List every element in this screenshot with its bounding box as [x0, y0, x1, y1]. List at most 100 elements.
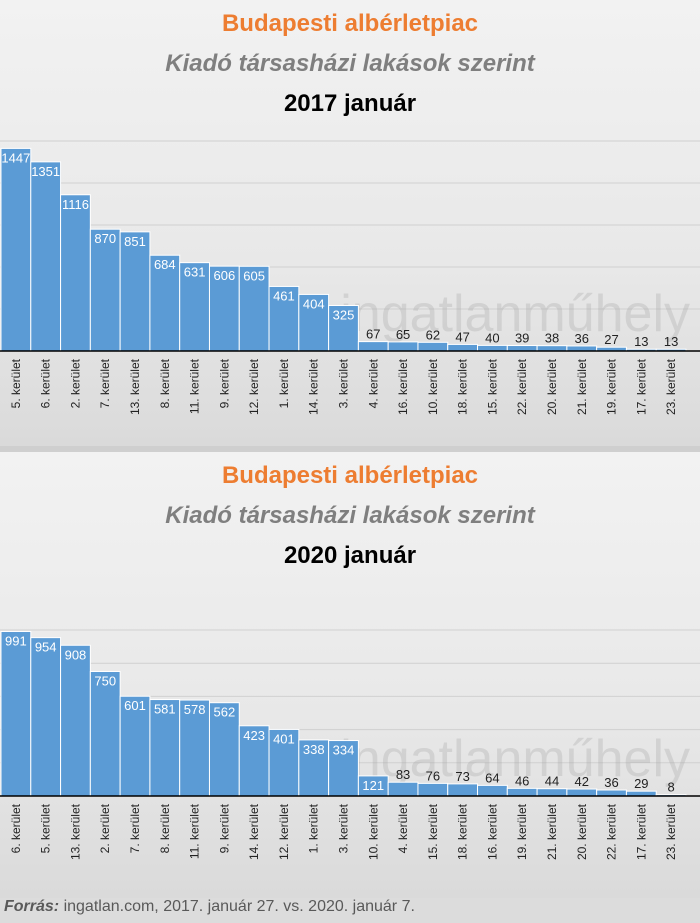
bar [506, 345, 538, 352]
category-label: 10. kerület [366, 803, 380, 860]
category-label: 20. kerület [545, 358, 559, 415]
data-label: 36 [575, 331, 589, 346]
category-label: 22. kerület [515, 358, 529, 415]
data-label: 40 [485, 330, 499, 345]
data-label: 562 [214, 705, 236, 720]
category-label: 8. kerület [158, 358, 172, 408]
data-label: 8 [667, 780, 674, 795]
panel-divider [0, 446, 700, 452]
bar [0, 147, 32, 352]
data-label: 991 [5, 633, 27, 648]
category-label: 18. kerület [456, 803, 470, 860]
data-label: 870 [94, 231, 116, 246]
watermark-text: ingatlanműhely [340, 730, 690, 788]
data-label: 73 [455, 769, 469, 784]
data-label: 401 [273, 731, 295, 746]
bar [477, 784, 508, 797]
data-label: 954 [35, 640, 57, 655]
bar [30, 161, 62, 352]
category-label: 15. kerület [485, 358, 499, 415]
chart-title: Budapesti albérletpiac [221, 462, 479, 489]
bar-chart-2020: ingatlanműhely 991 6. kerület 954 5. kerület… [0, 629, 700, 860]
data-label: 83 [396, 767, 410, 782]
bar [447, 783, 479, 797]
category-label: 1. kerület [307, 803, 321, 853]
data-label: 606 [214, 268, 236, 283]
category-label: 19. kerület [605, 358, 619, 415]
bar [298, 293, 330, 352]
chart-subtitle: Kiadó társasházi lakások szerint [165, 50, 535, 77]
chart-period: 2020 január [283, 542, 417, 569]
data-label: 684 [154, 257, 176, 272]
bar-chart-2017: ingatlanműhely 1447 5. kerület 1351 6. kerül… [0, 140, 700, 415]
category-label: 22. kerület [605, 803, 619, 860]
category-label: 23. kerület [664, 803, 678, 860]
data-label: 42 [575, 774, 589, 789]
category-label: 6. kerület [9, 803, 23, 853]
data-label: 65 [396, 327, 410, 342]
data-label: 1351 [31, 164, 60, 179]
data-label: 38 [545, 331, 559, 346]
category-label: 16. kerület [396, 358, 410, 415]
bar [566, 345, 598, 352]
bar [60, 644, 91, 797]
watermark-text: ingatlanműhely [340, 285, 690, 343]
source-text: ingatlan.com, 2017. január 27. vs. 2020.… [63, 898, 415, 915]
category-label: 10. kerület [426, 358, 440, 415]
category-label: 14. kerület [247, 803, 261, 860]
category-label: 7. kerület [98, 358, 112, 408]
category-label: 8. kerület [158, 803, 172, 853]
category-label: 5. kerület [39, 803, 53, 853]
bar [60, 194, 91, 352]
category-label: 4. kerület [396, 803, 410, 853]
category-label: 6. kerület [39, 358, 53, 408]
category-label: 1. kerület [277, 358, 291, 408]
category-label: 15. kerület [426, 803, 440, 860]
category-label: 12. kerület [247, 358, 261, 415]
bar [149, 699, 181, 797]
category-label: 23. kerület [664, 358, 678, 415]
bar [477, 344, 508, 352]
data-label: 64 [485, 770, 499, 785]
bar [357, 341, 389, 352]
category-label: 11. kerület [188, 803, 202, 859]
data-label: 325 [333, 308, 355, 323]
category-label: 11. kerület [188, 358, 202, 414]
category-label: 19. kerület [515, 803, 529, 860]
data-label: 46 [515, 773, 529, 788]
data-label: 605 [243, 268, 265, 283]
bar [328, 740, 359, 797]
chart-panel-2017: Budapesti albérletpiac Kiadó társasházi … [0, 0, 700, 446]
source-note: Forrás: ingatlan.com, 2017. január 27. v… [4, 898, 415, 916]
category-label: 13. kerület [68, 803, 82, 860]
data-label: 13 [634, 334, 648, 349]
bar [328, 305, 359, 352]
bar [387, 781, 419, 797]
bar [89, 228, 121, 352]
bar [208, 265, 240, 352]
data-label: 36 [604, 775, 618, 790]
bar [566, 788, 598, 797]
data-label: 27 [604, 332, 618, 347]
data-label: 750 [94, 674, 116, 689]
data-label: 1116 [62, 197, 89, 212]
category-label: 21. kerület [575, 358, 589, 415]
bar [268, 728, 300, 797]
bar [417, 341, 449, 352]
data-label: 334 [333, 743, 355, 758]
chart-period: 2017 január [283, 90, 417, 117]
data-label: 631 [184, 265, 206, 280]
category-label: 21. kerület [545, 803, 559, 860]
data-label: 908 [65, 647, 87, 662]
bar [0, 630, 32, 797]
bar [417, 782, 449, 797]
data-label: 76 [426, 768, 440, 783]
data-label: 601 [124, 698, 146, 713]
category-label: 9. kerület [217, 803, 231, 853]
data-label: 851 [124, 234, 146, 249]
bar [506, 787, 538, 797]
bar [298, 739, 330, 797]
bar [119, 695, 151, 797]
data-label: 404 [303, 296, 325, 311]
bar [596, 789, 627, 797]
